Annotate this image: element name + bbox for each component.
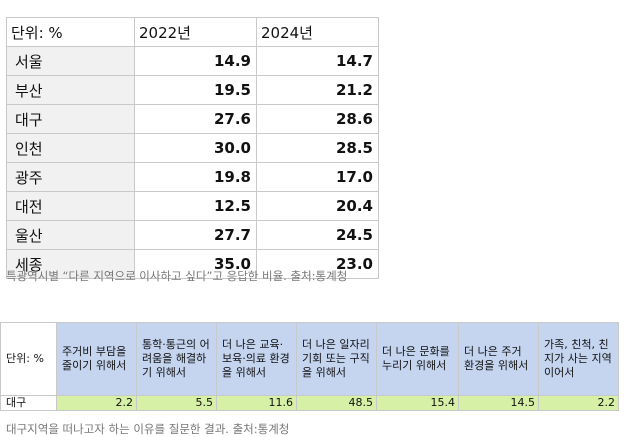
reason-value-cell: 14.5	[458, 395, 539, 411]
regional-migration-table: 단위: % 2022년 2024년 서울 14.9 14.7 부산 19.5 2…	[6, 17, 379, 279]
year-2024-header: 2024년	[256, 17, 379, 47]
value-2024-cell: 20.4	[256, 191, 379, 221]
region-cell: 울산	[6, 220, 135, 250]
value-2022-cell: 30.0	[134, 133, 257, 163]
reason-value-cell: 15.4	[376, 395, 459, 411]
value-2022-cell: 35.0	[134, 249, 257, 279]
region-cell: 세종	[6, 249, 135, 279]
reason-header: 주거비 부담을 줄이기 위해서	[56, 322, 137, 396]
reason-header: 통학·통근의 어려움을 해결하기 위해서	[136, 322, 217, 396]
value-2022-cell: 19.5	[134, 75, 257, 105]
region-cell: 인천	[6, 133, 135, 163]
reason-value-cell: 5.5	[136, 395, 217, 411]
table-row: 대구 2.2 5.5 11.6 48.5 15.4 14.5 2.2	[0, 395, 619, 411]
daegu-reasons-table: 단위: % 주거비 부담을 줄이기 위해서 통학·통근의 어려움을 해결하기 위…	[0, 322, 619, 411]
unit-header: 단위: %	[0, 322, 57, 396]
reason-header: 가족, 친척, 친지가 사는 지역이어서	[538, 322, 619, 396]
reason-header: 더 나은 주거 환경을 위해서	[458, 322, 539, 396]
table-row: 인천 30.0 28.5	[6, 133, 379, 163]
reason-value-cell: 11.6	[216, 395, 297, 411]
year-2022-header: 2022년	[134, 17, 257, 47]
value-2022-cell: 19.8	[134, 162, 257, 192]
table1-caption: 특광역시별 “다른 지역으로 이사하고 싶다”고 응답한 비율. 출처:통계청	[6, 269, 348, 283]
region-cell: 서울	[6, 46, 135, 76]
table-row: 세종 35.0 23.0	[6, 249, 379, 279]
value-2024-cell: 21.2	[256, 75, 379, 105]
region-cell: 대구	[6, 104, 135, 134]
table-row: 울산 27.7 24.5	[6, 220, 379, 250]
region-cell: 광주	[6, 162, 135, 192]
table-row: 대전 12.5 20.4	[6, 191, 379, 221]
region-cell: 대전	[6, 191, 135, 221]
value-2024-cell: 24.5	[256, 220, 379, 250]
value-2024-cell: 23.0	[256, 249, 379, 279]
reason-value-cell: 2.2	[538, 395, 619, 411]
region-cell: 부산	[6, 75, 135, 105]
table-row: 서울 14.9 14.7	[6, 46, 379, 76]
value-2022-cell: 14.9	[134, 46, 257, 76]
value-2024-cell: 14.7	[256, 46, 379, 76]
table-row: 광주 19.8 17.0	[6, 162, 379, 192]
value-2022-cell: 27.6	[134, 104, 257, 134]
row-label: 대구	[0, 395, 57, 411]
reason-value-cell: 2.2	[56, 395, 137, 411]
table-row: 대구 27.6 28.6	[6, 104, 379, 134]
value-2024-cell: 28.5	[256, 133, 379, 163]
reason-header: 더 나은 일자리 기회 또는 구직을 위해서	[296, 322, 377, 396]
table-row: 부산 19.5 21.2	[6, 75, 379, 105]
value-2024-cell: 17.0	[256, 162, 379, 192]
reason-header: 더 나은 교육·보육·의료 환경을 위해서	[216, 322, 297, 396]
reason-value-cell: 48.5	[296, 395, 377, 411]
unit-header: 단위: %	[6, 17, 135, 47]
reasons-header-row: 단위: % 주거비 부담을 줄이기 위해서 통학·통근의 어려움을 해결하기 위…	[0, 322, 619, 396]
value-2022-cell: 27.7	[134, 220, 257, 250]
reason-header: 더 나은 문화를 누리기 위해서	[376, 322, 459, 396]
table-header-row: 단위: % 2022년 2024년	[6, 17, 379, 47]
value-2024-cell: 28.6	[256, 104, 379, 134]
table2-caption: 대구지역을 떠나고자 하는 이유를 질문한 결과. 출처:통계청	[6, 422, 290, 436]
value-2022-cell: 12.5	[134, 191, 257, 221]
